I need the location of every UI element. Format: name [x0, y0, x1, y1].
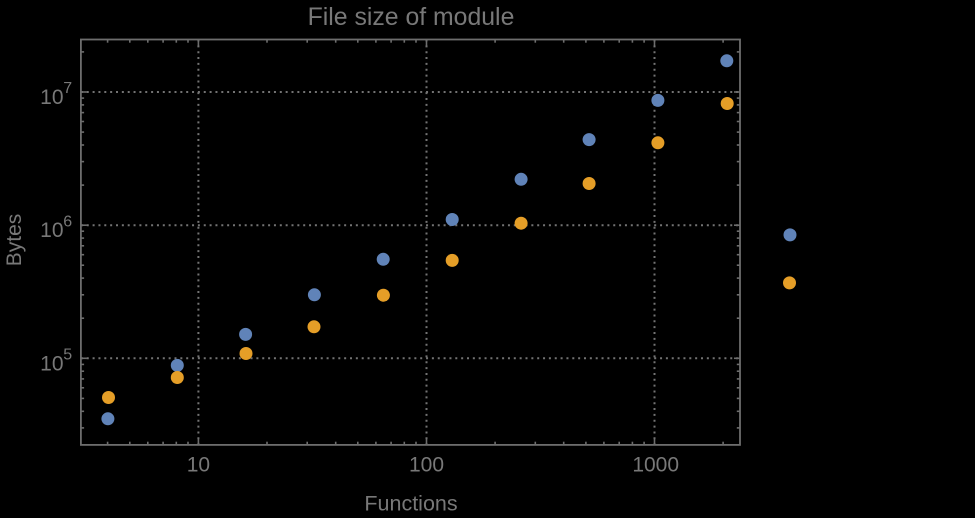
svg-text:File size of module: File size of module [308, 4, 515, 31]
svg-text:10: 10 [40, 219, 63, 242]
svg-text:6: 6 [63, 213, 72, 230]
svg-text:10: 10 [187, 454, 210, 477]
svg-text:10: 10 [40, 86, 63, 109]
svg-text:Functions: Functions [364, 492, 457, 514]
svg-text:100: 100 [409, 454, 444, 477]
svg-text:Bytes: Bytes [3, 214, 26, 267]
svg-text:5: 5 [63, 347, 72, 364]
svg-text:7: 7 [63, 80, 72, 97]
svg-text:1000: 1000 [632, 454, 679, 477]
svg-text:10: 10 [40, 352, 63, 375]
